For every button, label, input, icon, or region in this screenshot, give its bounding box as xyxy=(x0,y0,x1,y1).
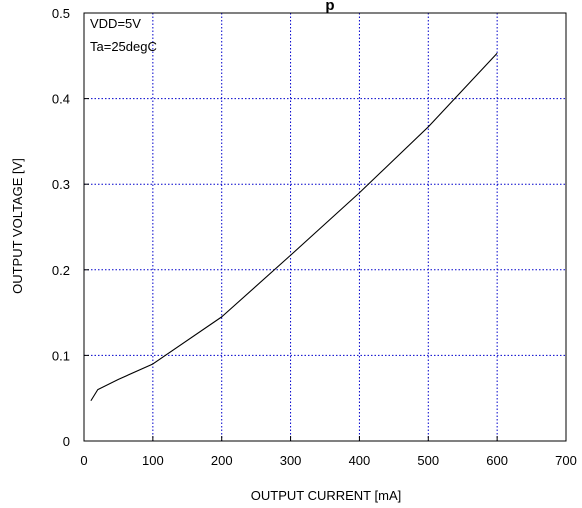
ticks xyxy=(83,12,567,442)
x-tick-label: 100 xyxy=(142,453,164,468)
x-tick-label: 700 xyxy=(555,453,577,468)
x-axis-title: OUTPUT CURRENT [mA] xyxy=(251,488,401,503)
y-tick-label: 0.2 xyxy=(52,263,70,278)
y-tick-label: 0.5 xyxy=(52,6,70,21)
x-tick-label: 600 xyxy=(486,453,508,468)
x-tick-label: 200 xyxy=(211,453,233,468)
y-tick-label: 0.4 xyxy=(52,92,70,107)
grid xyxy=(84,13,566,441)
x-tick-labels: 0 100 200 300 400 500 600 700 xyxy=(80,453,576,468)
x-tick-label: 0 xyxy=(80,453,87,468)
annotation-vdd: VDD=5V xyxy=(90,16,141,31)
y-tick-label: 0.1 xyxy=(52,348,70,363)
y-tick-label: 0 xyxy=(63,434,70,449)
x-tick-label: 400 xyxy=(349,453,371,468)
y-tick-labels: 0 0.1 0.2 0.3 0.4 0.5 xyxy=(52,6,70,449)
x-tick-label: 500 xyxy=(417,453,439,468)
y-axis-title: OUTPUT VOLTAGE [V] xyxy=(10,158,25,294)
series xyxy=(90,52,498,402)
y-tick-label: 0.3 xyxy=(52,177,70,192)
x-tick-label: 300 xyxy=(280,453,302,468)
annotation-ta: Ta=25degC xyxy=(90,39,157,54)
plot-frame xyxy=(83,12,567,442)
chart-title: p xyxy=(325,0,334,14)
series-line xyxy=(90,52,498,402)
